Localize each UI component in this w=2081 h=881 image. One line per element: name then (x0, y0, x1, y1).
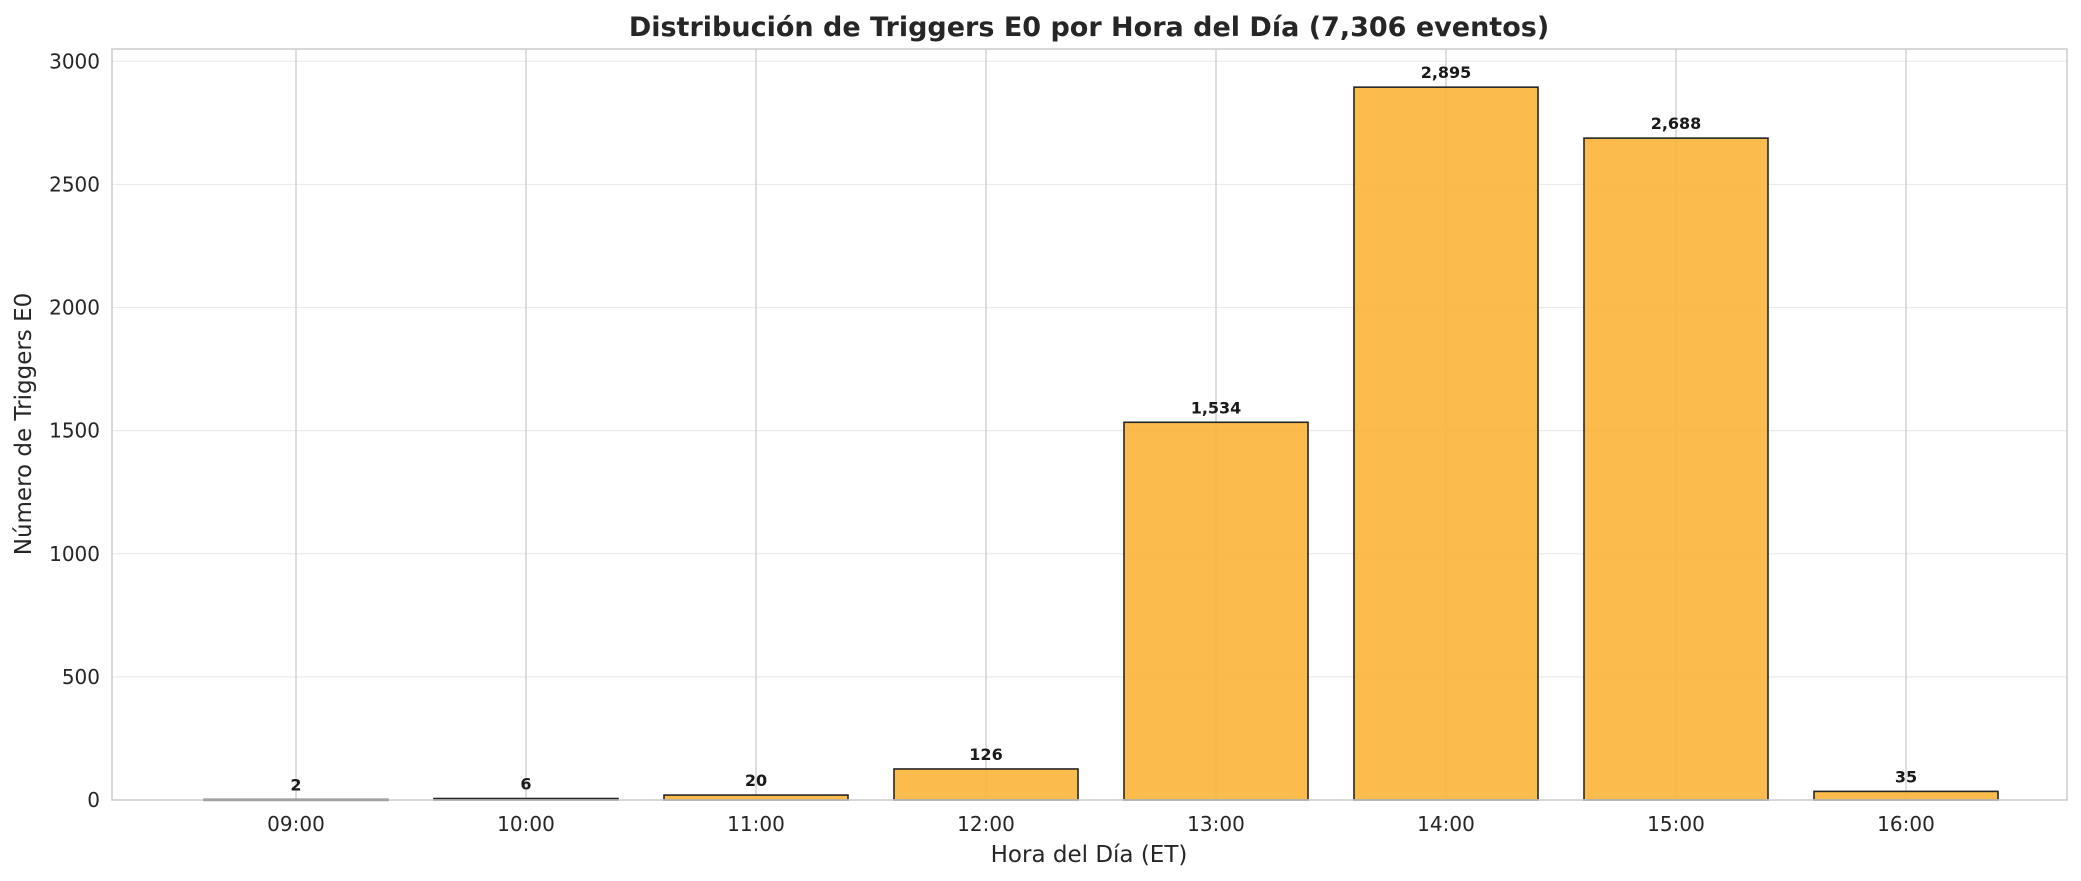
tick-labels: 0 500 1000 1500 2000 2500 3000 09:00 10:00 11:00 1… (49, 49, 1935, 836)
x-tick-label: 15:00 (1647, 812, 1705, 836)
bar-1600 (1813, 790, 1999, 801)
data-label: 126 (969, 745, 1002, 764)
x-tick-label: 11:00 (727, 812, 785, 836)
x-tick-label: 13:00 (1187, 812, 1245, 836)
y-tick-label: 3000 (49, 49, 100, 73)
y-tick-label: 0 (87, 788, 100, 812)
data-label: 20 (745, 771, 767, 790)
data-label: 6 (520, 775, 531, 794)
x-tick-label: 12:00 (957, 812, 1015, 836)
data-label: 2,688 (1651, 114, 1702, 133)
y-tick-label: 2500 (49, 172, 100, 196)
data-label: 1,534 (1191, 398, 1242, 417)
x-tick-label: 16:00 (1877, 812, 1935, 836)
x-axis-label: Hora del Día (ET) (991, 842, 1188, 868)
y-tick-label: 500 (62, 665, 100, 689)
chart-title: Distribución de Triggers E0 por Hora del… (629, 12, 1549, 43)
data-label: 2,895 (1421, 63, 1472, 82)
x-tick-label: 10:00 (497, 812, 555, 836)
y-tick-label: 1000 (49, 542, 100, 566)
x-tick-label: 09:00 (267, 812, 325, 836)
plot-frame (111, 48, 2068, 801)
bar-1200 (893, 768, 1079, 801)
bar-1300 (1123, 421, 1309, 801)
bar-1400 (1353, 86, 1539, 801)
y-axis-label: Número de Triggers E0 (11, 293, 37, 556)
x-tick-label: 14:00 (1417, 812, 1475, 836)
data-label: 35 (1895, 767, 1917, 786)
grid (112, 49, 2067, 801)
bars (203, 86, 1999, 802)
y-tick-label: 1500 (49, 419, 100, 443)
data-label: 2 (290, 776, 301, 795)
bar-1500 (1583, 137, 1769, 801)
data-labels: 2 6 20 126 1,534 2,895 2,688 35 (290, 63, 1917, 794)
y-tick-label: 2000 (49, 296, 100, 320)
